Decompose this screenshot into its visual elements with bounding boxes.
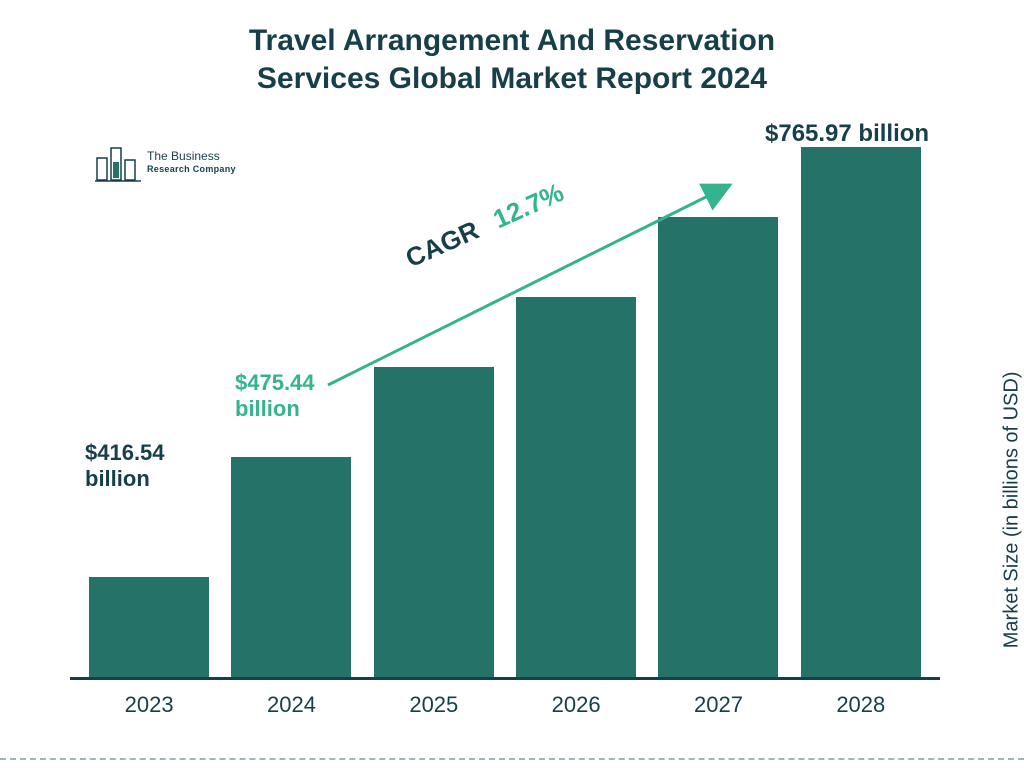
x-axis-line xyxy=(70,677,940,680)
bar-2028 xyxy=(801,147,921,677)
value-label-2024: $475.44 billion xyxy=(235,370,375,423)
value-label-2028: $765.97 billion xyxy=(765,120,965,149)
bar-2023 xyxy=(89,577,209,677)
xlabel: 2024 xyxy=(231,692,351,718)
bar-2026 xyxy=(516,297,636,677)
chart-title: Travel Arrangement And Reservation Servi… xyxy=(0,0,1024,97)
bar-slot xyxy=(516,297,636,677)
bar-slot xyxy=(231,457,351,677)
footer-divider xyxy=(0,758,1024,760)
x-axis-labels: 2023 2024 2025 2026 2027 2028 xyxy=(70,692,940,718)
xlabel: 2028 xyxy=(801,692,921,718)
bar-2025 xyxy=(374,367,494,677)
title-line-2: Services Global Market Report 2024 xyxy=(257,62,767,95)
title-line-1: Travel Arrangement And Reservation xyxy=(249,24,775,57)
value-label-2023: $416.54 billion xyxy=(85,440,225,493)
bar-slot xyxy=(89,577,209,677)
xlabel: 2026 xyxy=(516,692,636,718)
bar-2024 xyxy=(231,457,351,677)
y-axis-label: Market Size (in billions of USD) xyxy=(1001,372,1024,649)
bar-slot xyxy=(658,217,778,677)
bar-slot xyxy=(801,147,921,677)
bar-2027 xyxy=(658,217,778,677)
xlabel: 2025 xyxy=(374,692,494,718)
bar-slot xyxy=(374,367,494,677)
xlabel: 2027 xyxy=(658,692,778,718)
xlabel: 2023 xyxy=(89,692,209,718)
